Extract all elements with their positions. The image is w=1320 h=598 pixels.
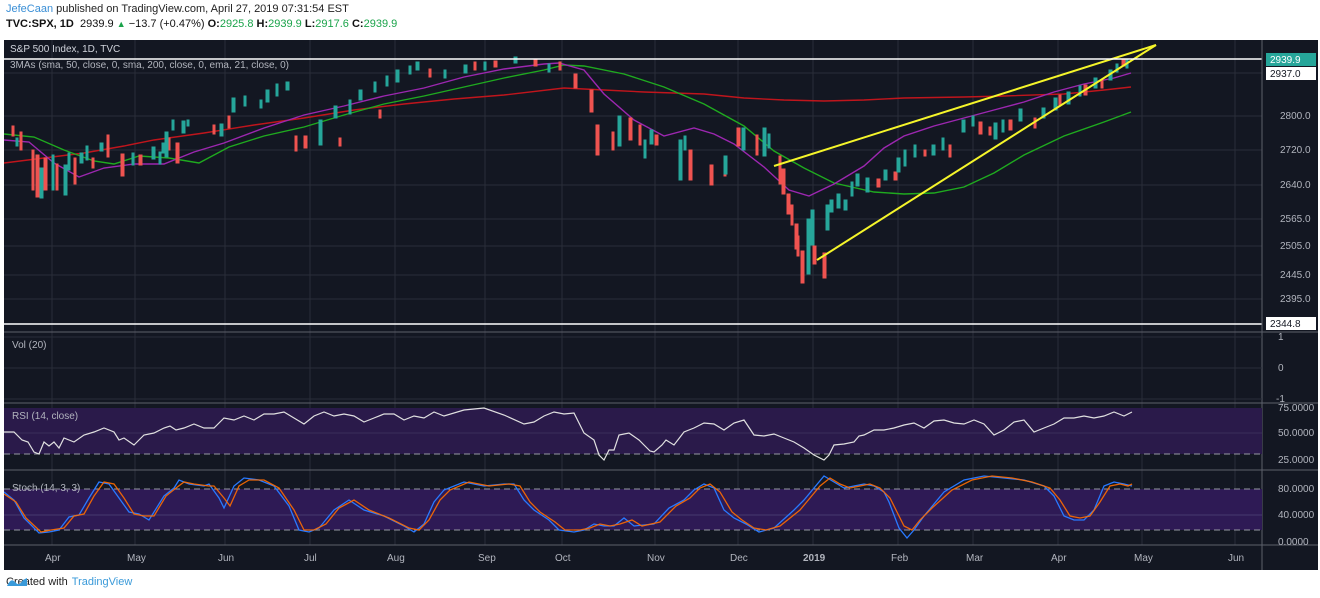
- rsi-pane-title[interactable]: RSI (14, close): [12, 411, 78, 422]
- symbol-label: TVC:SPX, 1D: [6, 18, 74, 30]
- vol-pane-title[interactable]: Vol (20): [12, 340, 46, 351]
- main-pane-title: S&P 500 Index, 1D, TVC: [10, 44, 120, 55]
- time-tick: Mar: [966, 553, 984, 564]
- rsi-tick: 25.0000: [1278, 455, 1315, 466]
- last-price: 2939.9: [79, 18, 114, 30]
- high-value: 2939.9: [268, 18, 302, 30]
- price-tick: 2505.0: [1280, 241, 1311, 252]
- low-label: L:: [304, 18, 316, 30]
- price-gridlines: [4, 72, 1262, 300]
- open-label: O:: [207, 18, 220, 30]
- stoch-pane-title[interactable]: Stoch (14, 3, 3): [12, 483, 80, 494]
- stoch-tick: 80.0000: [1278, 484, 1315, 495]
- price-tick: 2640.0: [1280, 180, 1311, 191]
- publish-info: JefeCaan published on TradingView.com, A…: [6, 2, 349, 17]
- price-axis[interactable]: 2939.9 2937.0 2800.0 2720.0 2640.0 2565.…: [1266, 53, 1316, 548]
- stoch-k-line: [4, 475, 1133, 540]
- price-tick: 2565.0: [1280, 214, 1311, 225]
- price-tick: 2395.0: [1280, 294, 1311, 305]
- level-axis-label: 2937.0: [1270, 69, 1301, 80]
- time-tick: Aug: [387, 553, 405, 564]
- tradingview-logo-icon: [7, 578, 27, 586]
- footer: Created with TradingView: [6, 576, 132, 588]
- time-tick: Nov: [647, 553, 665, 564]
- rsi-line: [4, 407, 1133, 462]
- high-label: H:: [256, 18, 269, 30]
- time-tick: Feb: [891, 553, 909, 564]
- up-arrow-icon: ▲: [116, 19, 126, 29]
- time-tick: Jul: [304, 553, 317, 564]
- rsi-tick: 50.0000: [1278, 428, 1315, 439]
- stoch-tick: 40.0000: [1278, 510, 1315, 521]
- time-tick: May: [127, 553, 146, 564]
- last-price-axis-label: 2939.9: [1270, 55, 1301, 66]
- ma-indicator-legend[interactable]: 3MAs (sma, 50, close, 0, sma, 200, close…: [10, 60, 289, 71]
- rsi-band: [4, 408, 1262, 454]
- open-value: 2925.8: [219, 18, 254, 30]
- stoch-d-line: [4, 475, 1133, 533]
- time-tick: Jun: [1228, 553, 1244, 564]
- candlesticks: [11, 56, 1129, 284]
- chart-container[interactable]: 2939.9 2937.0 2800.0 2720.0 2640.0 2565.…: [4, 40, 1318, 570]
- published-text: published on TradingView.com, April 27, …: [53, 3, 349, 15]
- time-axis[interactable]: Apr May Jun Jul Aug Sep Oct Nov Dec 2019…: [45, 553, 1244, 564]
- price-tick: 2800.0: [1280, 111, 1311, 122]
- stoch-tick: 0.0000: [1278, 537, 1309, 548]
- time-tick: May: [1134, 553, 1153, 564]
- time-tick: Apr: [1051, 553, 1067, 564]
- stoch-band: [4, 489, 1262, 530]
- vol-tick: 0: [1278, 363, 1284, 374]
- symbol-quote-line: TVC:SPX, 1D 2939.9 ▲ −13.7 (+0.47%) O:29…: [6, 17, 397, 32]
- price-tick: 2720.0: [1280, 145, 1311, 156]
- time-tick: Jun: [218, 553, 234, 564]
- close-value: 2939.9: [363, 18, 398, 30]
- rsi-tick: 75.0000: [1278, 403, 1315, 414]
- time-tick: 2019: [803, 553, 826, 564]
- pane-legends: S&P 500 Index, 1D, TVC 3MAs (sma, 50, cl…: [10, 44, 289, 494]
- low-value: 2917.6: [315, 18, 349, 30]
- vol-tick: -1: [1276, 394, 1285, 405]
- rising-wedge-drawing[interactable]: [773, 44, 1157, 261]
- chart-canvas[interactable]: 2939.9 2937.0 2800.0 2720.0 2640.0 2565.…: [4, 40, 1318, 570]
- time-tick: Apr: [45, 553, 61, 564]
- time-tick: Dec: [730, 553, 748, 564]
- low-axis-label: 2344.8: [1270, 319, 1301, 330]
- time-tick: Oct: [555, 553, 571, 564]
- vol-gridlines: [4, 336, 1262, 400]
- last-price-badge: [1266, 53, 1316, 66]
- sma200-line: [4, 86, 1132, 164]
- close-label: C:: [351, 18, 364, 30]
- price-tick: 2445.0: [1280, 270, 1311, 281]
- author-link[interactable]: JefeCaan: [6, 3, 54, 15]
- tradingview-brand-link[interactable]: TradingView: [71, 576, 133, 588]
- price-change: −13.7 (+0.47%): [128, 18, 205, 30]
- time-tick: Sep: [478, 553, 496, 564]
- vol-tick: 1: [1278, 332, 1284, 343]
